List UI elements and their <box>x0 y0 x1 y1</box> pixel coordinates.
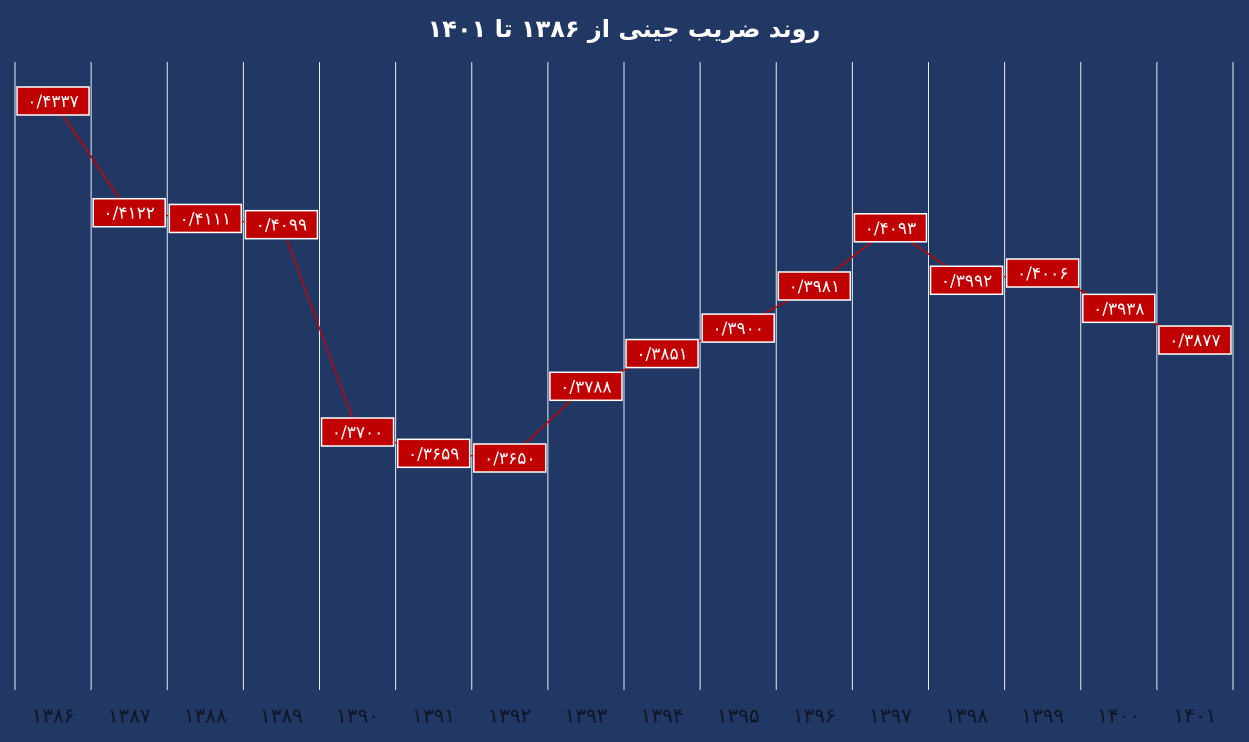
value-label: ۰/۳۶۵۰ <box>484 449 535 469</box>
value-label: ۰/۴۰۰۶ <box>1017 264 1068 284</box>
value-label-box <box>396 438 471 469</box>
x-tick-label: ۱۳۹۴ <box>641 704 684 728</box>
x-tick-label: ۱۳۹۷ <box>869 704 912 728</box>
value-label: ۰/۳۹۰۰ <box>712 319 763 339</box>
x-tick-label: ۱۳۸۹ <box>260 704 303 728</box>
x-tick-label: ۱۳۹۹ <box>1021 704 1064 728</box>
value-label-box <box>92 197 166 228</box>
x-tick-label: ۱۳۹۲ <box>488 704 531 728</box>
line <box>52 100 1196 459</box>
value-label-box <box>473 443 547 473</box>
value-label-box <box>701 313 775 343</box>
value-label: ۰/۴۰۹۳ <box>865 219 916 239</box>
value-label: ۰/۳۷۸۸ <box>560 377 611 397</box>
value-label-box <box>549 371 623 402</box>
x-tick-label: ۱۴۰۱ <box>1173 704 1216 728</box>
value-label: ۰/۳۸۵۱ <box>636 345 687 365</box>
value-label: ۰/۳۸۷۷ <box>1169 331 1220 351</box>
value-label: ۰/۳۹۹۲ <box>941 271 992 291</box>
x-tick-label: ۱۴۰۰ <box>1097 704 1140 728</box>
x-tick-label: ۱۳۹۳ <box>564 704 607 728</box>
value-label: ۰/۳۶۵۹ <box>408 444 459 464</box>
value-label-box <box>853 213 928 243</box>
value-label-box <box>777 271 852 301</box>
value-label: ۰/۴۱۲۲ <box>103 204 154 224</box>
value-label-box <box>244 209 319 240</box>
value-label-box <box>929 265 1004 296</box>
value-label-box <box>625 338 699 369</box>
x-tick-label: ۱۳۸۷ <box>108 704 151 728</box>
value-label-box <box>1158 325 1232 355</box>
value-label-box <box>320 417 395 447</box>
value-label-box <box>168 203 243 234</box>
x-tick-label: ۱۳۹۰ <box>336 704 379 728</box>
chart-title: روند ضریب جینی از ۱۳۸۶ تا ۱۴۰۱ <box>428 15 821 43</box>
value-label: ۰/۳۷۰۰ <box>332 423 383 443</box>
x-tick-label: ۱۳۹۶ <box>793 704 836 728</box>
x-tick-label: ۱۳۸۶ <box>32 704 75 728</box>
value-label: ۰/۴۰۹۹ <box>256 216 307 236</box>
value-label-box <box>1005 258 1080 288</box>
value-label: ۰/۳۹۸۱ <box>789 277 840 297</box>
x-tick-label: ۱۳۸۸ <box>184 704 227 728</box>
value-label: ۰/۴۳۳۷ <box>27 92 78 112</box>
value-label: ۰/۴۱۱۱ <box>180 209 231 229</box>
x-tick-label: ۱۳۹۵ <box>717 704 760 728</box>
value-label: ۰/۳۹۳۸ <box>1093 299 1144 319</box>
x-tick-label: ۱۳۹۸ <box>945 704 988 728</box>
value-label-box <box>16 86 90 116</box>
x-tick-label: ۱۳۹۱ <box>412 704 455 728</box>
value-label-box <box>1082 293 1156 324</box>
